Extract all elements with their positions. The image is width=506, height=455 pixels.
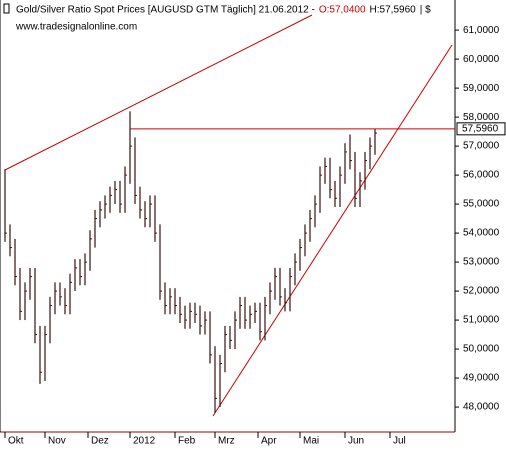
- title-suffix: | $: [420, 5, 431, 16]
- y-tick-label: 59,0000: [463, 83, 500, 94]
- last-price-label: 57,5960: [462, 123, 499, 134]
- y-tick-label: 54,0000: [463, 228, 500, 239]
- y-tick-label: 61,0000: [463, 25, 500, 36]
- high-info: H:57,5960: [370, 5, 417, 16]
- y-tick-label: 51,0000: [463, 315, 500, 326]
- y-tick-label: 53,0000: [463, 257, 500, 268]
- y-tick-label: 48,0000: [463, 402, 500, 413]
- support-trendline: [212, 44, 453, 417]
- y-tick-label: 56,0000: [463, 170, 500, 181]
- chart-icon: [3, 3, 10, 14]
- watermark: www.tradesignalonline.com: [15, 22, 137, 33]
- y-tick-label: 58,0000: [463, 112, 500, 123]
- x-tick-label: Apr: [261, 436, 277, 447]
- y-tick-label: 52,0000: [463, 286, 500, 297]
- chart-title: Gold/Silver Ratio Spot Prices [AUGUSD GT…: [16, 5, 315, 16]
- x-tick-label: Feb: [178, 436, 196, 447]
- y-tick-label: 50,0000: [463, 344, 500, 355]
- open-info: O:57,0400: [319, 5, 366, 16]
- x-tick-label: Dez: [91, 436, 109, 447]
- y-tick-label: 49,0000: [463, 373, 500, 384]
- x-tick-label: Okt: [8, 436, 24, 447]
- y-tick-label: 55,0000: [463, 199, 500, 210]
- resistance-trendline: [4, 14, 313, 171]
- y-tick-label: 60,0000: [463, 54, 500, 65]
- x-tick-label: Nov: [48, 436, 66, 447]
- x-tick-label: 2012: [133, 436, 156, 447]
- y-tick-label: 57,0000: [463, 141, 500, 152]
- x-tick-label: Jun: [348, 436, 364, 447]
- last-price-box: [456, 122, 506, 136]
- x-tick-label: Jul: [393, 436, 406, 447]
- x-tick-label: Mai: [303, 436, 319, 447]
- x-tick-label: Mrz: [218, 436, 235, 447]
